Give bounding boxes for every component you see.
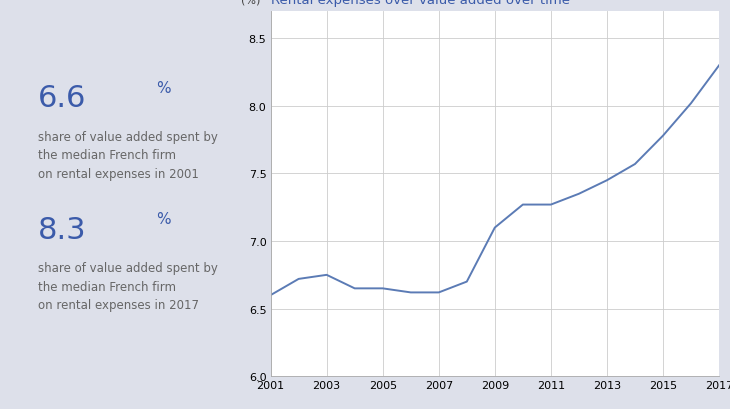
- Text: Rental expenses over value added over time: Rental expenses over value added over ti…: [271, 0, 569, 7]
- Text: share of value added spent by
the median French firm
on rental expenses in 2017: share of value added spent by the median…: [38, 262, 218, 312]
- Text: 6.6: 6.6: [38, 84, 86, 113]
- Text: %: %: [156, 211, 171, 227]
- Text: share of value added spent by
the median French firm
on rental expenses in 2001: share of value added spent by the median…: [38, 130, 218, 180]
- Text: (%): (%): [242, 0, 261, 5]
- Text: %: %: [156, 81, 171, 95]
- Text: 8.3: 8.3: [38, 215, 87, 244]
